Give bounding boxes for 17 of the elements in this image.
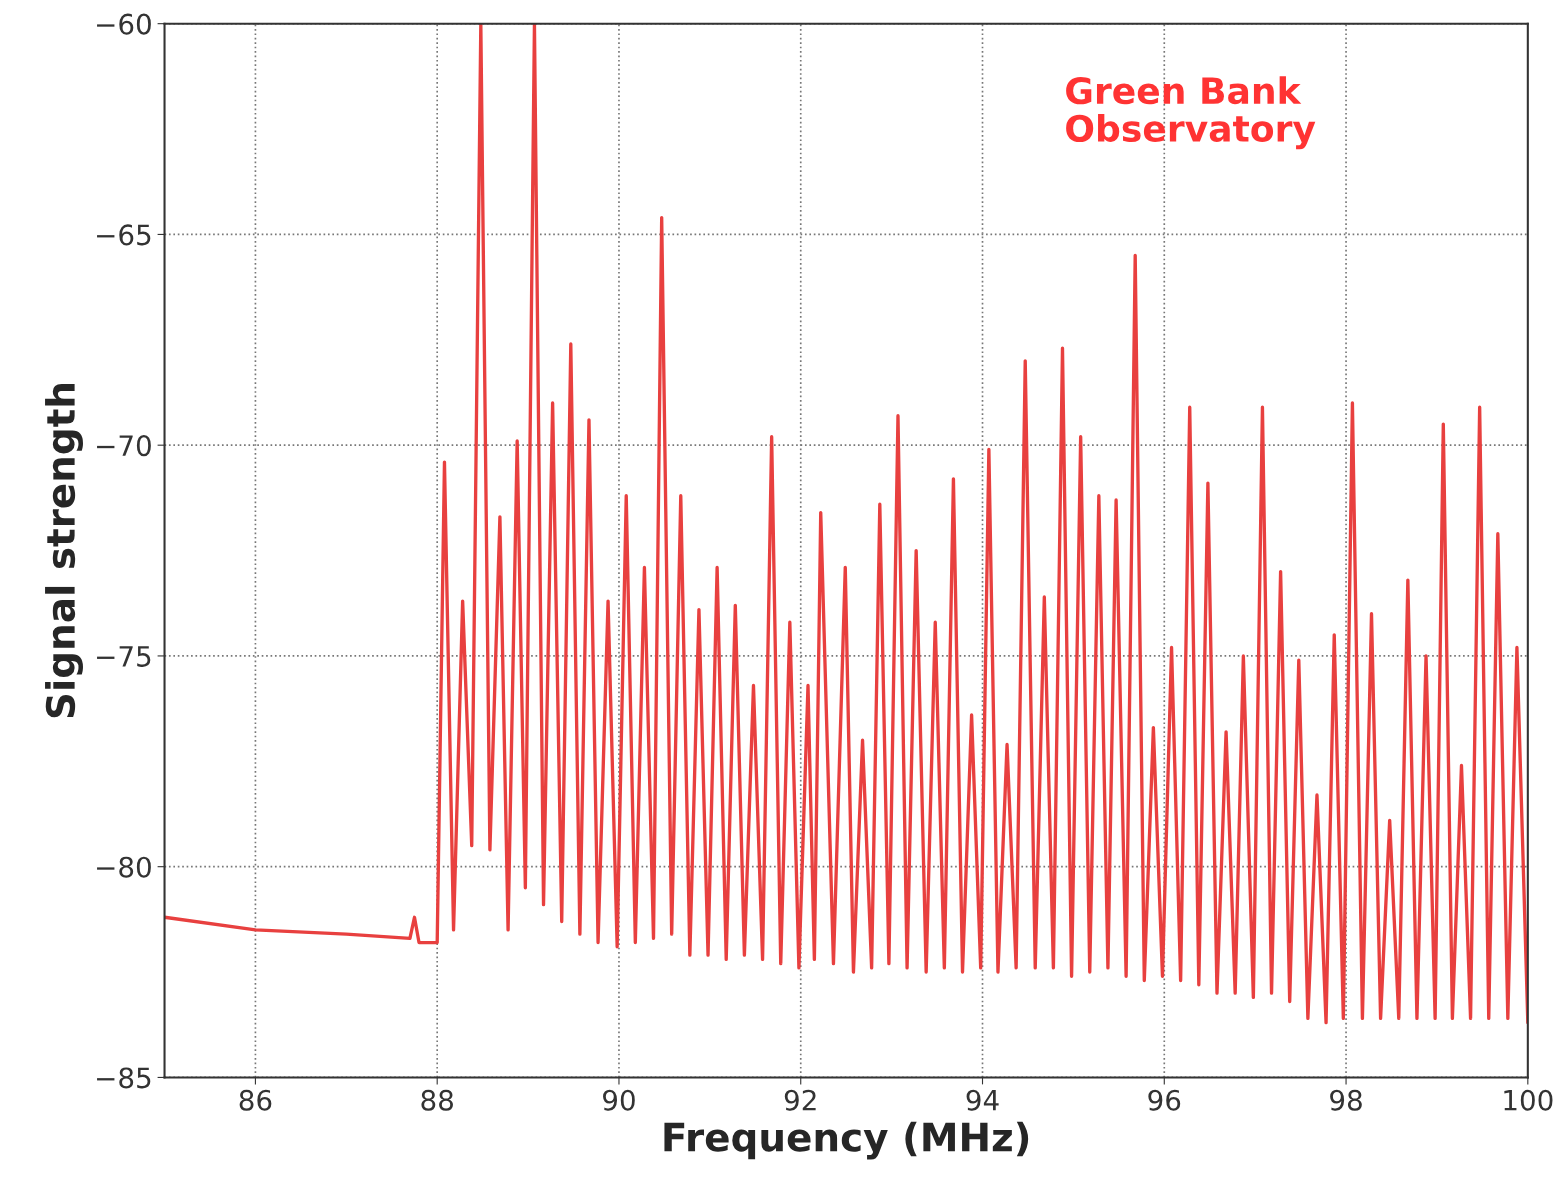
x-axis-title: Frequency (MHz) <box>664 1121 1029 1160</box>
x-tick-label: 96 <box>1148 1089 1181 1111</box>
x-tick-label: 100 <box>1504 1089 1553 1111</box>
y-axis-title: Signal strength <box>45 384 83 718</box>
y-tick-label: −65 <box>97 224 151 246</box>
y-tick-label: −70 <box>97 435 151 457</box>
y-tick-label: −75 <box>97 646 151 667</box>
y-tick-label: −85 <box>97 1067 151 1089</box>
x-tick-label: 92 <box>784 1089 816 1111</box>
y-tick-label: −60 <box>97 13 151 35</box>
annotation: Green Bank Observatory <box>1066 76 1316 150</box>
x-tick-label: 88 <box>421 1089 453 1111</box>
x-tick-label: 90 <box>603 1089 635 1111</box>
x-tick-label: 94 <box>966 1089 999 1111</box>
y-tick-label: −80 <box>97 856 151 878</box>
x-tick-label: 98 <box>1330 1089 1362 1111</box>
x-tick-label: 86 <box>239 1089 272 1111</box>
